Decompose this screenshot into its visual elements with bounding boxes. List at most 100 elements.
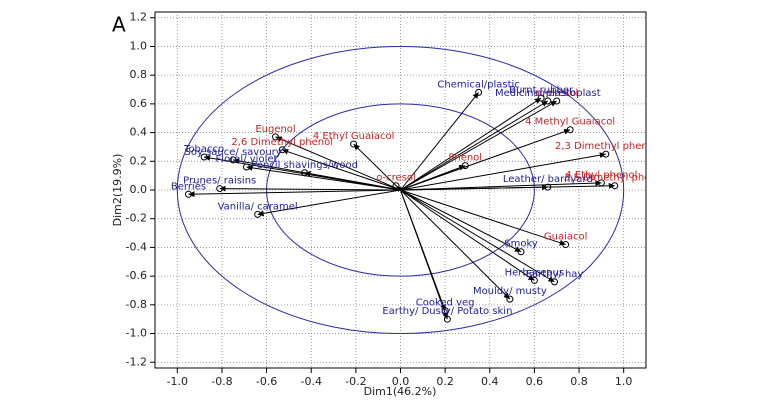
loading-point: [611, 182, 619, 190]
y-tick-label: 0.8: [130, 68, 148, 81]
y-axis-title: Dim2(19.9%): [111, 154, 124, 227]
loading-arrow: [400, 189, 511, 300]
loading-point: [184, 190, 192, 198]
loading-point: [562, 241, 570, 249]
y-tick-label: 0.6: [130, 97, 148, 110]
x-tick-label: -0.6: [256, 375, 277, 388]
loading-point: [301, 169, 309, 177]
loading-point: [517, 248, 525, 256]
loading-arrow: [400, 100, 557, 191]
loading-point: [216, 185, 224, 193]
loading-arrow: [400, 100, 549, 191]
loading-point: [272, 133, 280, 141]
loading-point: [506, 295, 514, 303]
point-label: Burnt rubber: [509, 85, 574, 96]
loading-point: [566, 126, 574, 134]
y-tick-label: 0.4: [130, 126, 148, 139]
point-label: Pencil shavings/wood: [251, 160, 358, 171]
y-tick-label: -0.8: [126, 298, 147, 311]
loading-arrow: [188, 189, 401, 198]
x-tick-label: -0.8: [211, 375, 232, 388]
point-label: Tobacco: [183, 144, 224, 155]
loading-arrow: [400, 152, 606, 191]
x-axis-title: Dim1(46.2%): [364, 385, 437, 398]
loading-point: [544, 97, 552, 105]
loading-point: [602, 150, 610, 158]
point-label: Floral/ violet: [216, 154, 278, 165]
loading-point: [530, 276, 538, 284]
y-tick-label: -0.6: [126, 269, 147, 282]
point-label: Earthy/ hay: [526, 269, 584, 280]
point-label: 4 Ethyl Guaiacol: [313, 131, 395, 142]
panel-label: A: [112, 13, 126, 37]
correlation-circle: [266, 103, 535, 277]
y-tick-label: -1.2: [126, 355, 147, 368]
x-tick-label: 0.0: [392, 375, 410, 388]
point-label: Soy sauce/ savoury: [185, 147, 282, 158]
loading-point: [544, 183, 552, 191]
x-tick-label: 0.2: [436, 375, 454, 388]
point-label: Berries: [171, 181, 206, 192]
loading-arrow: [353, 143, 401, 191]
loading-point: [550, 278, 558, 286]
x-tick-label: 0.4: [481, 375, 499, 388]
point-label: Herbaceous: [505, 267, 565, 278]
x-tick-label: 0.6: [526, 375, 544, 388]
y-tick-label: 0.0: [130, 183, 148, 196]
point-label: 4 Ethyl phenol: [565, 170, 637, 181]
loading-arrow: [400, 92, 480, 191]
loading-point: [254, 210, 262, 218]
point-label: 3,5 Dimethyl phenol: [564, 173, 666, 184]
y-tick-label: -0.2: [126, 212, 147, 225]
y-tick-label: -0.4: [126, 240, 147, 253]
correlation-circle: [176, 45, 625, 335]
point-label: Vanilla/ caramel: [218, 201, 298, 212]
loading-arrow: [400, 189, 566, 246]
loading-arrow: [400, 189, 449, 320]
loading-arrow: [400, 128, 571, 191]
point-label: Medicinal/plastoplast: [495, 88, 601, 99]
point-label: 2,6 Dimethyl phenol: [231, 137, 333, 148]
y-tick-label: 1.0: [130, 39, 148, 52]
loading-point: [278, 146, 286, 154]
point-label: Guaiacol: [544, 232, 588, 243]
loading-point: [553, 97, 561, 105]
loading-arrow: [400, 189, 522, 253]
loading-arrow: [282, 148, 401, 191]
point-label: Prunes/ raisins: [183, 176, 256, 187]
loading-arrow: [257, 189, 401, 217]
point-label: Cooked veg: [416, 298, 475, 309]
loading-arrow: [400, 184, 548, 191]
loading-point: [475, 88, 483, 96]
loading-point: [243, 163, 251, 171]
point-label: 4 Methyl Guaiacol: [525, 117, 615, 128]
x-tick-label: -1.0: [167, 375, 188, 388]
point-label: Earthy/ Dusty/ Potato skin: [382, 306, 512, 317]
loading-point: [200, 153, 208, 161]
x-tick-label: -0.2: [345, 375, 366, 388]
x-tick-label: 1.0: [615, 375, 633, 388]
loading-arrow: [219, 185, 401, 192]
loading-arrow: [400, 97, 542, 191]
y-tick-label: -1.0: [126, 327, 147, 340]
y-tick-label: 1.2: [130, 11, 148, 24]
loading-arrow: [275, 136, 401, 191]
loading-point: [443, 315, 451, 323]
point-label: Chemical/plastic: [437, 79, 519, 90]
point-label: Leather/ barnyard: [503, 174, 593, 185]
point-label: 2,3 Dimethyl phenol: [555, 141, 657, 152]
x-tick-label: -0.4: [300, 375, 321, 388]
point-label: Mouldy/ musty: [473, 286, 547, 297]
point-label: Smoky: [504, 239, 538, 250]
loading-point: [350, 140, 358, 148]
loading-arrow: [400, 189, 535, 281]
loading-point: [537, 94, 545, 102]
point-label: Phenol: [448, 153, 482, 164]
loading-point: [229, 156, 237, 164]
y-tick-label: 0.2: [130, 154, 148, 167]
point-label: o-cresol: [376, 173, 416, 184]
loading-arrow: [400, 180, 602, 191]
loading-arrow: [304, 170, 401, 191]
